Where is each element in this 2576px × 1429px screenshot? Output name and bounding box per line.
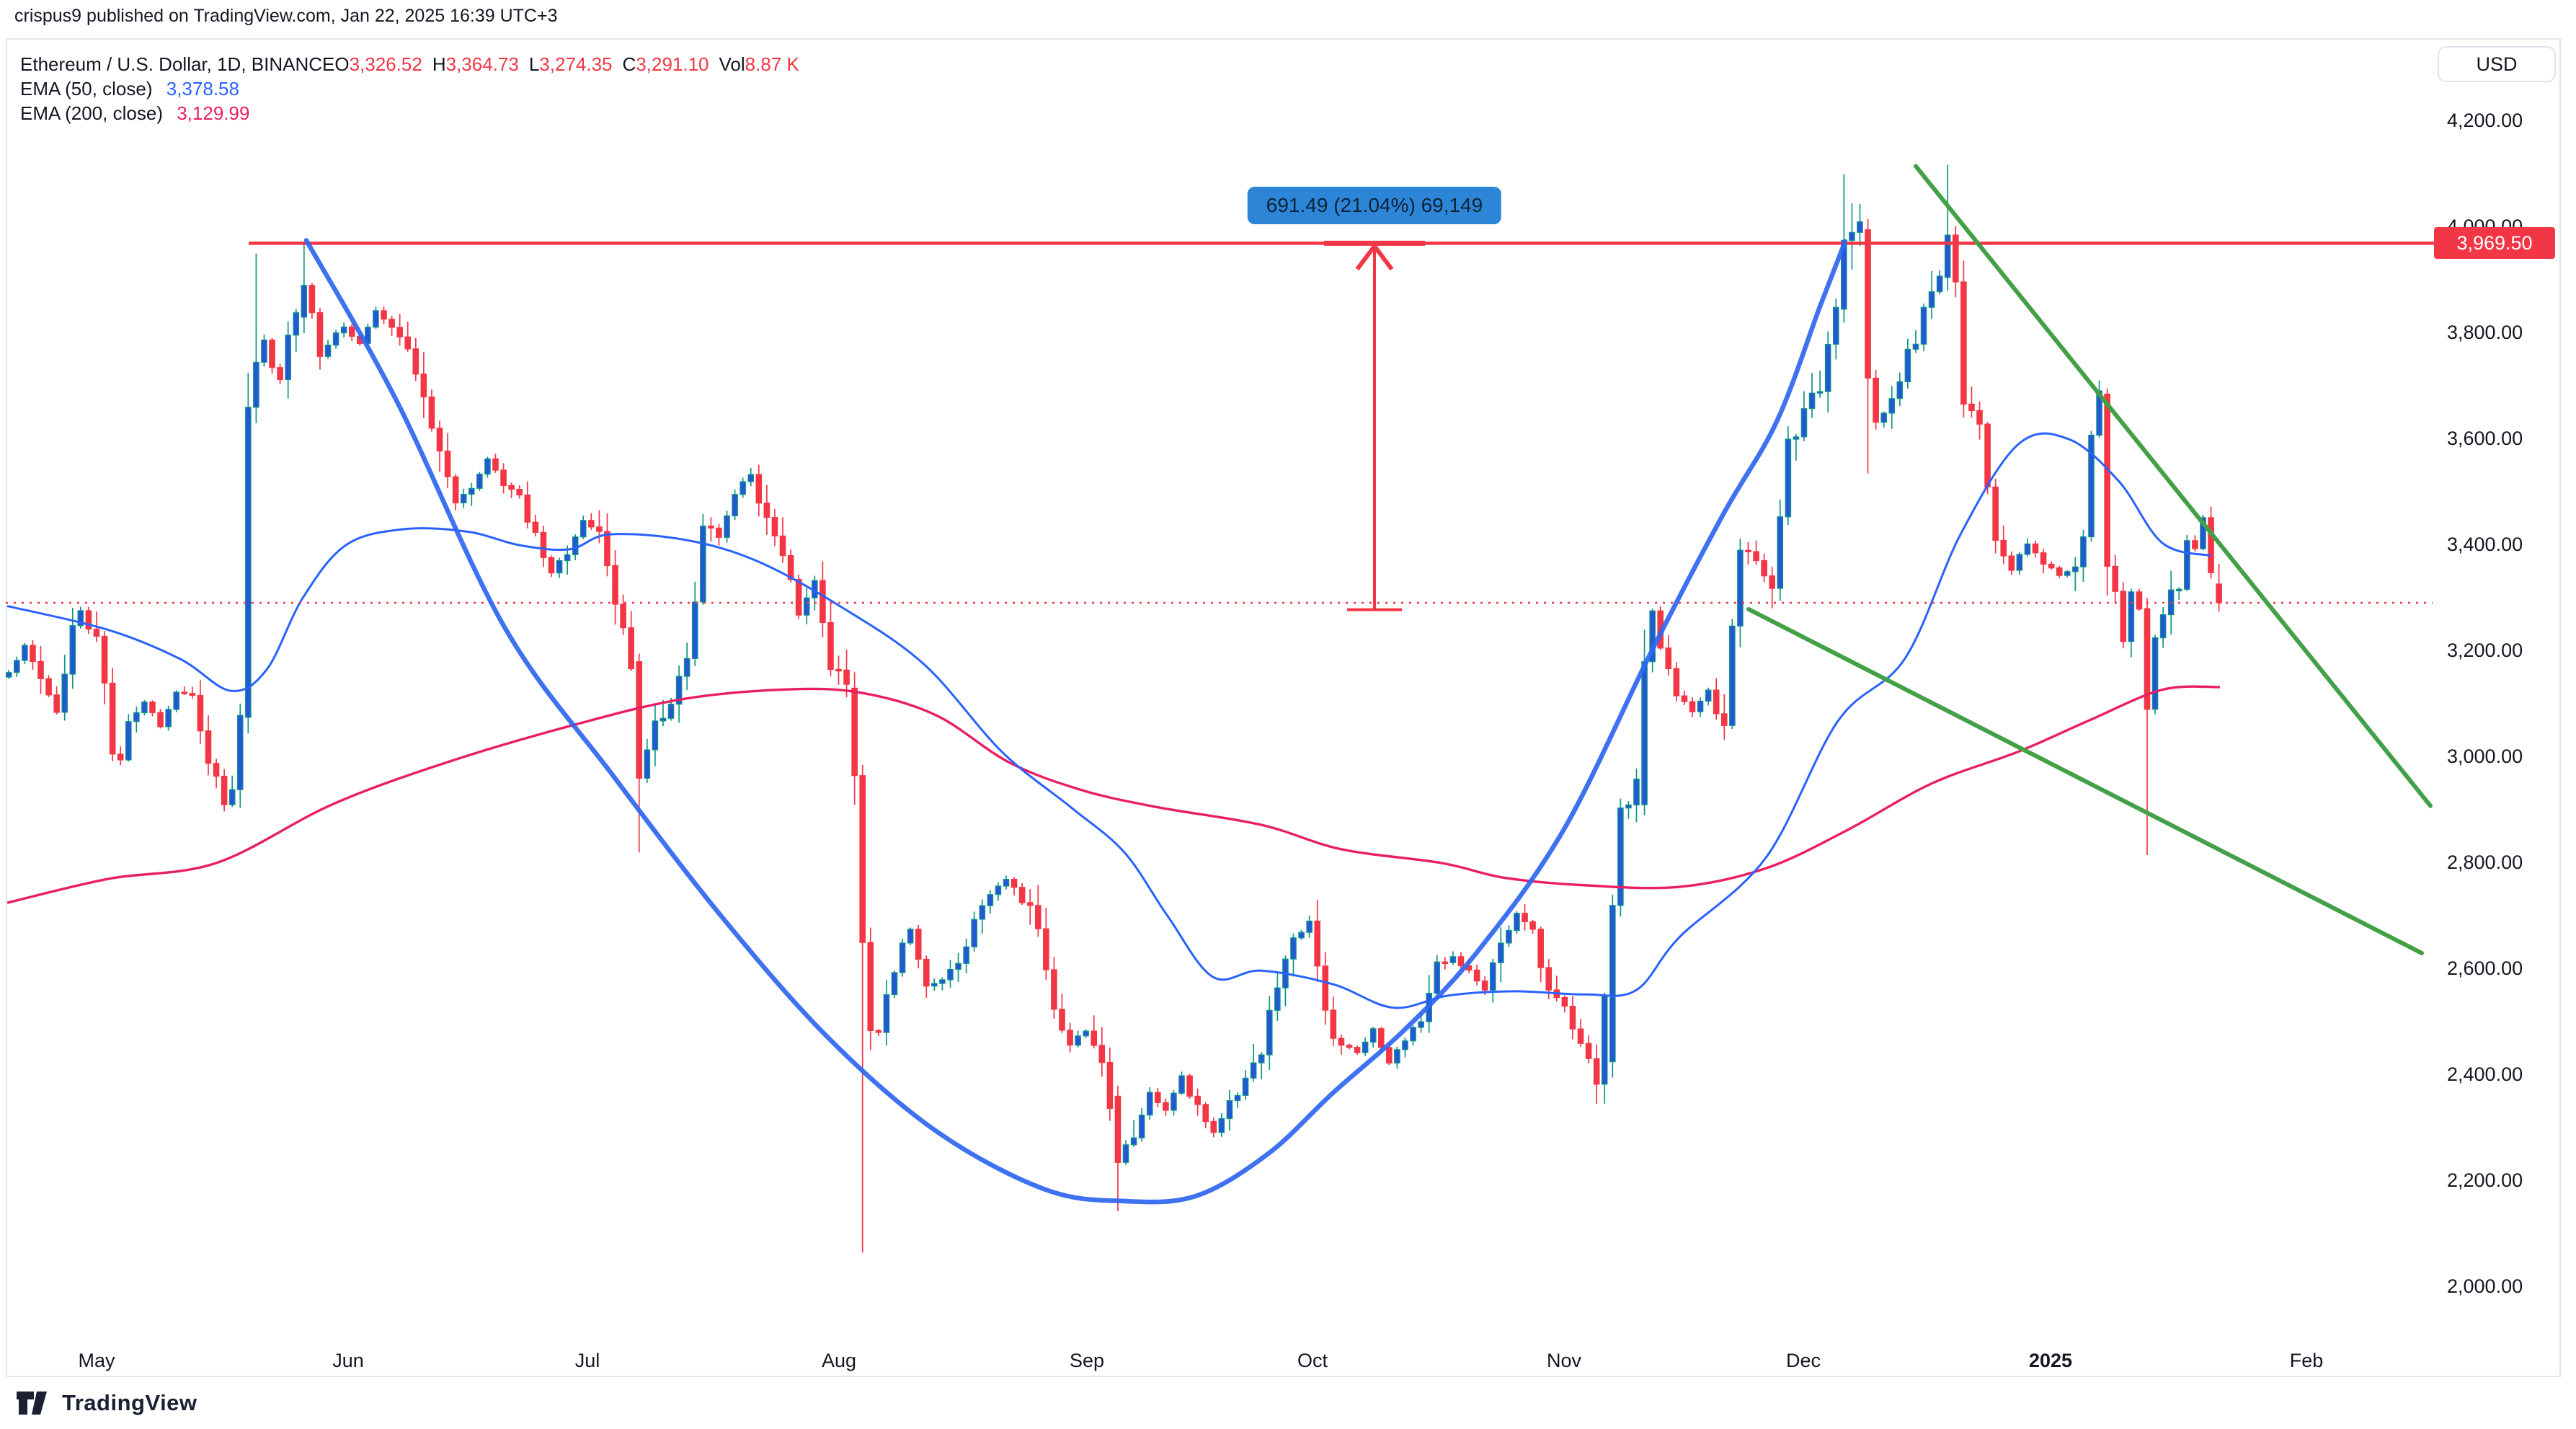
chart-legend: Ethereum / U.S. Dollar, 1D, BINANCEO3,32… (20, 52, 799, 125)
legend-ema50-row[interactable]: EMA (50, close) 3,378.58 (20, 76, 799, 101)
chart-frame (6, 38, 2561, 1377)
tradingview-logo-text: TradingView (62, 1390, 197, 1415)
ohlc-key: C (622, 53, 636, 75)
month-tick-label: 2025 (2028, 1350, 2073, 1371)
month-tick-label: Dec (1785, 1350, 1821, 1371)
price-tick-label: 2,800.00 (2447, 851, 2523, 873)
ohlc-key: O (334, 53, 350, 75)
ema-200-line (6, 685, 2221, 904)
ohlc-value: 3,274.35 (539, 53, 613, 75)
drawn-blue-curve (303, 238, 1848, 1205)
month-tick-label: Sep (1069, 1350, 1105, 1371)
price-tick-label: 3,000.00 (2447, 746, 2523, 767)
month-tick-label: Nov (1546, 1350, 1582, 1371)
ohlc-value: 3,364.73 (445, 53, 519, 75)
ohlc-value: 3,291.10 (636, 53, 709, 75)
month-tick-label: Feb (2289, 1350, 2324, 1371)
month-tick-label: Aug (821, 1350, 857, 1371)
price-tick-label: 3,400.00 (2447, 534, 2523, 555)
ohlc-key: L (528, 53, 540, 75)
ema50-value: 3,378.58 (166, 78, 239, 99)
ohlc-key: Vol (719, 53, 745, 75)
price-tick-label: 2,400.00 (2447, 1063, 2523, 1085)
price-tick-label: 3,600.00 (2447, 428, 2523, 449)
month-tick-label: May (78, 1350, 115, 1371)
month-tick-label: Jul (574, 1350, 600, 1371)
measure-arrow (1324, 240, 1425, 611)
legend-ema200-row[interactable]: EMA (200, close) 3,129.99 (20, 101, 799, 125)
price-tick-label: 3,800.00 (2447, 322, 2523, 343)
ema50-label: EMA (50, close) (20, 78, 153, 99)
month-tick-label: Oct (1297, 1350, 1328, 1371)
ema200-value: 3,129.99 (177, 102, 250, 124)
published-byline: crispus9 published on TradingView.com, J… (14, 6, 558, 26)
ema200-label: EMA (200, close) (20, 102, 163, 124)
descending-trendline-upper (1914, 164, 2433, 808)
price-tick-label: 4,200.00 (2447, 110, 2523, 131)
tradingview-logo-icon (17, 1392, 47, 1415)
ohlc-value: 8.87 K (745, 53, 799, 75)
descending-trendline-lower (1746, 606, 2424, 955)
legend-symbol-row[interactable]: Ethereum / U.S. Dollar, 1D, BINANCEO3,32… (20, 52, 799, 76)
currency-usd-button[interactable]: USD (2438, 46, 2556, 82)
ema-50-line (6, 432, 2211, 1009)
price-tick-label: 2,200.00 (2447, 1169, 2523, 1191)
ohlc-key: H (432, 53, 446, 75)
resistance-price-tag: 3,969.50 (2434, 227, 2555, 260)
symbol-title: Ethereum / U.S. Dollar, 1D, BINANCE (20, 53, 335, 75)
price-tick-label: 3,200.00 (2447, 640, 2523, 661)
tradingview-attribution[interactable]: TradingView (16, 1390, 197, 1416)
measure-tool-label[interactable]: 691.49 (21.04%) 69,149 (1247, 187, 1502, 225)
candlestick-series (5, 165, 2222, 1253)
price-tick-label: 2,600.00 (2447, 957, 2523, 979)
month-tick-label: Jun (332, 1350, 364, 1371)
price-tick-label: 2,000.00 (2447, 1275, 2523, 1297)
ohlc-value: 3,326.52 (349, 53, 422, 75)
